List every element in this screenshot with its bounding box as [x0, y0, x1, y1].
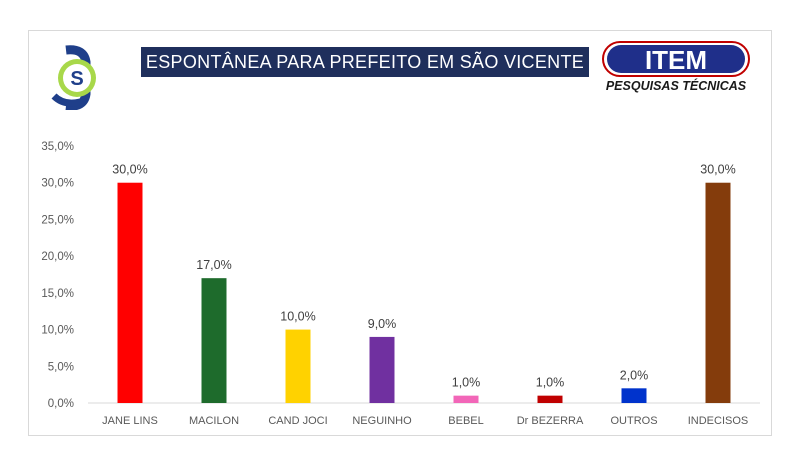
y-tick-label: 30,0% — [41, 178, 74, 190]
logo-s-icon: S — [51, 45, 96, 110]
bar-outros — [621, 388, 647, 403]
data-label: 1,0% — [452, 376, 481, 390]
bar-neguinho — [369, 336, 395, 403]
y-tick-label: 0,0% — [48, 398, 74, 410]
bar-jane-lins — [117, 182, 143, 403]
x-tick-label: OUTROS — [610, 415, 657, 427]
y-tick-label: 35,0% — [41, 141, 74, 153]
data-label: 2,0% — [620, 368, 649, 382]
x-axis: JANE LINS MACILON CAND JOCI NEGUINHO BEBEL Dr… — [102, 415, 748, 427]
y-tick-label: 15,0% — [41, 288, 74, 300]
data-label: 10,0% — [280, 310, 315, 324]
data-label: 1,0% — [536, 376, 565, 390]
y-tick-label: 25,0% — [41, 214, 74, 226]
y-axis: 0,0% 5,0% 10,0% 15,0% 20,0% 25,0% 30,0% 35,0% — [41, 141, 74, 410]
x-tick-label: INDECISOS — [688, 415, 749, 427]
bars-group — [117, 182, 731, 403]
logo-s-letter: S — [70, 68, 83, 90]
bar-macilon — [201, 278, 227, 403]
bar-dr-bezerra — [537, 395, 563, 403]
brand-main: ITEM — [645, 45, 707, 75]
chart-frame — [28, 30, 772, 436]
chart-title: ESPONTÂNEA PARA PREFEITO EM SÃO VICENTE — [141, 47, 589, 77]
bar-bebel — [453, 395, 479, 403]
data-label: 17,0% — [196, 258, 231, 272]
x-tick-label: NEGUINHO — [352, 415, 412, 427]
x-tick-label: JANE LINS — [102, 415, 158, 427]
data-label: 30,0% — [112, 163, 147, 177]
bar-indecisos — [705, 182, 731, 403]
data-label: 9,0% — [368, 317, 397, 331]
x-tick-label: MACILON — [189, 415, 239, 427]
bar-cand-joci — [285, 329, 311, 403]
data-labels: 30,0% 17,0% 10,0% 9,0% 1,0% 1,0% 2,0% 30,0% — [112, 163, 735, 390]
y-tick-label: 5,0% — [48, 361, 74, 373]
x-tick-label: BEBEL — [448, 415, 483, 427]
y-tick-label: 10,0% — [41, 325, 74, 337]
brand-sub: PESQUISAS TÉCNICAS — [606, 78, 747, 93]
data-label: 30,0% — [700, 163, 735, 177]
x-tick-label: CAND JOCI — [268, 415, 327, 427]
y-tick-label: 20,0% — [41, 251, 74, 263]
x-tick-label: Dr BEZERRA — [517, 415, 584, 427]
item-logo: ITEM PESQUISAS TÉCNICAS — [602, 41, 750, 93]
